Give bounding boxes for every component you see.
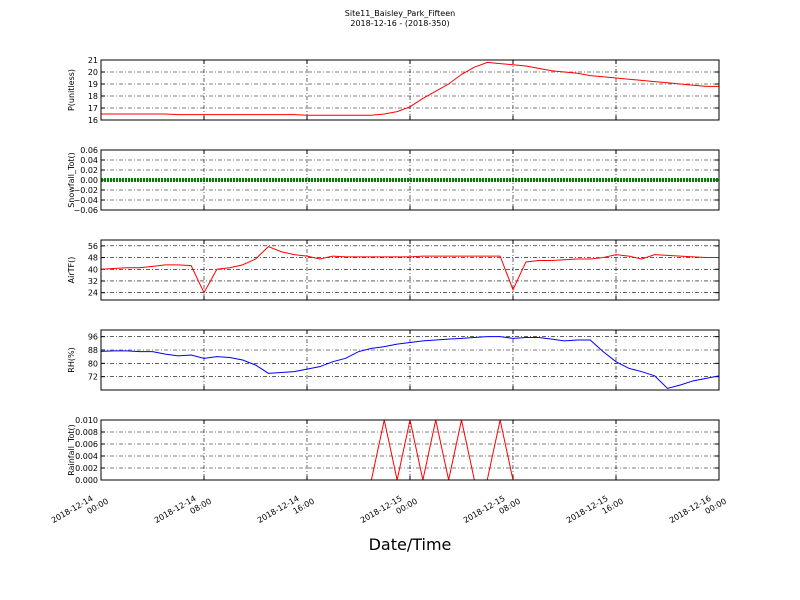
y-tick-label: 0.010 (75, 416, 98, 425)
y-tick-label: 0.002 (75, 464, 98, 473)
y-tick-label: 96 (88, 333, 98, 342)
y-tick-label: 0.000 (75, 476, 98, 485)
y-tick-label: 18 (88, 92, 98, 101)
y-tick-label: −0.06 (73, 206, 98, 215)
x-tick-label: 2018-12-1400:00 (50, 488, 110, 534)
plot-frame (100, 239, 720, 301)
y-tick-label: 48 (88, 254, 98, 263)
series-line (101, 61, 719, 116)
y-axis-label: Rainfall_Tot() (67, 424, 76, 476)
y-tick-label: 56 (88, 242, 98, 251)
y-tick-label: 16 (88, 116, 98, 125)
y-axis-label: P(unitless) (67, 69, 76, 111)
y-tick-label: 0.06 (80, 146, 98, 155)
x-tick-label: 2018-12-1500:00 (359, 488, 419, 534)
y-tick-label: 20 (88, 68, 98, 77)
x-axis-label: Date/Time (369, 535, 452, 554)
x-tick-label: 2018-12-1600:00 (668, 488, 728, 534)
y-tick-label: 40 (88, 265, 98, 274)
plot-frame (100, 329, 720, 391)
y-tick-label: 32 (88, 277, 98, 286)
plot-frame (100, 59, 720, 121)
y-tick-label: 0.00 (80, 176, 98, 185)
y-tick-label: 80 (88, 359, 98, 368)
y-tick-label: 0.04 (80, 156, 98, 165)
plot-frame (100, 149, 720, 211)
y-tick-label: 0.004 (75, 452, 98, 461)
y-tick-label: 17 (88, 104, 98, 113)
plot-frame (100, 419, 720, 481)
y-tick-label: −0.04 (73, 196, 98, 205)
y-tick-label: 21 (88, 56, 98, 65)
y-axis-label: RH(%) (67, 347, 76, 372)
y-tick-label: 24 (88, 289, 98, 298)
x-tick-label: 2018-12-1408:00 (153, 488, 213, 534)
y-tick-label: 19 (88, 80, 98, 89)
series-line (101, 336, 719, 389)
series-line (101, 246, 719, 294)
x-tick-label: 2018-12-1416:00 (256, 488, 316, 534)
x-tick-label: 2018-12-1508:00 (462, 488, 522, 534)
y-tick-label: 0.02 (80, 166, 98, 175)
y-tick-label: 88 (88, 346, 98, 355)
chart-title: Site11_Baisley_Park_Fifteen (345, 9, 455, 18)
y-tick-label: 0.006 (75, 440, 98, 449)
y-tick-label: −0.02 (73, 186, 98, 195)
y-axis-label: AirTF() (67, 257, 76, 284)
y-axis-label: Snowfall_Tot() (67, 152, 76, 208)
y-tick-label: 0.008 (75, 428, 98, 437)
y-tick-label: 72 (88, 373, 98, 382)
chart-subtitle: 2018-12-16 - (2018-350) (350, 19, 449, 28)
x-tick-label: 2018-12-1516:00 (565, 488, 625, 534)
